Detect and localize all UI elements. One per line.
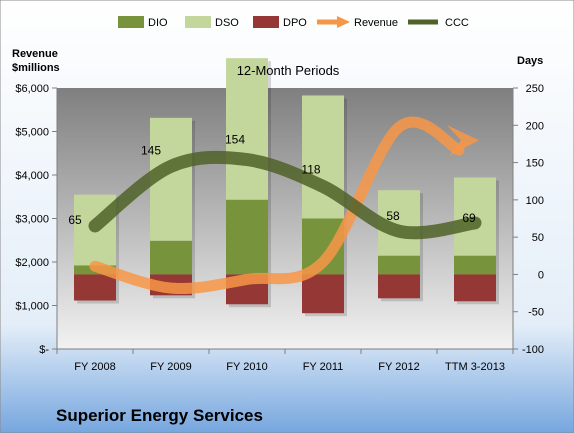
plot-area — [57, 88, 513, 349]
legend-swatch-dpo — [253, 16, 279, 28]
axes-layer: $- $1,000 $2,000 $3,000 $4,000 $5,000 $6,000 -1… — [15, 83, 544, 373]
legend-label-dpo: DPO — [283, 17, 307, 29]
ccc-data-label: 118 — [301, 162, 320, 176]
right-tick-label: 150 — [526, 158, 544, 170]
chart-subtitle: 12-Month Periods — [237, 63, 340, 78]
ccc-data-label: 145 — [141, 143, 161, 157]
bar-dio-1 — [150, 240, 192, 275]
ccc-data-label: 65 — [68, 213, 82, 227]
right-tick-label: 100 — [526, 195, 544, 207]
ccc-line — [88, 150, 482, 240]
right-tick-label: 200 — [526, 120, 544, 132]
x-tick-label: FY 2009 — [150, 361, 191, 373]
legend-arrow-head — [337, 16, 350, 28]
left-tick-label: $2,000 — [15, 257, 49, 269]
right-tick-label: -50 — [528, 307, 544, 319]
bar-dio-4 — [378, 255, 420, 275]
left-tick-label: $3,000 — [15, 214, 49, 226]
bar-dpo-3 — [302, 274, 344, 314]
ccc-data-label: 58 — [386, 209, 400, 223]
bar-dpo-0 — [74, 274, 116, 301]
legend-label-ccc: CCC — [445, 17, 469, 29]
right-tick-label: 50 — [532, 232, 544, 244]
legend-label-revenue: Revenue — [354, 17, 398, 29]
left-tick-label: $4,000 — [15, 170, 49, 182]
bar-dso-2 — [226, 58, 268, 200]
legend: DIO DSO DPO Revenue CCC — [118, 16, 469, 29]
bar-dio-2 — [226, 199, 268, 275]
right-axis-title: Days — [517, 55, 543, 67]
revenue-line — [89, 116, 465, 295]
right-tick-label: 0 — [538, 269, 544, 281]
revenue-arrow-head — [447, 125, 479, 157]
legend-swatch-dio — [118, 16, 144, 28]
x-tick-label: FY 2011 — [303, 361, 344, 373]
legend-swatch-dso — [185, 16, 211, 28]
legend-label-dso: DSO — [215, 17, 239, 29]
footer-title: Superior Energy Services — [56, 406, 263, 425]
left-axis-title-line2: $millions — [12, 62, 60, 74]
right-tick-label: 250 — [526, 83, 544, 95]
bar-dio-5 — [454, 255, 496, 275]
legend-label-dio: DIO — [148, 17, 168, 29]
ccc-data-label: 69 — [462, 211, 476, 225]
left-tick-label: $- — [39, 344, 49, 356]
lines-layer — [88, 116, 482, 295]
left-axis-title-line1: Revenue — [12, 48, 58, 60]
bar-dpo-4 — [378, 274, 420, 299]
right-tick-label: -100 — [522, 344, 544, 356]
x-tick-label: FY 2012 — [378, 361, 419, 373]
left-tick-label: $5,000 — [15, 127, 49, 139]
labels-layer: 65 145 154 118 58 69 — [68, 133, 476, 227]
left-tick-label: $6,000 — [15, 83, 49, 95]
left-tick-label: $1,000 — [15, 301, 49, 313]
x-tick-label: FY 2010 — [226, 361, 267, 373]
x-tick-label: TTM 3-2013 — [445, 361, 505, 373]
bar-dpo-5 — [454, 274, 496, 302]
x-tick-label: FY 2008 — [74, 361, 115, 373]
ccc-data-label: 154 — [225, 133, 245, 147]
